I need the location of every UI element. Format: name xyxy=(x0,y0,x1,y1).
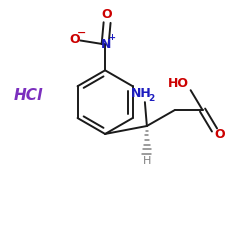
Text: NH: NH xyxy=(130,87,151,100)
Text: HO: HO xyxy=(168,77,189,90)
Text: HCl: HCl xyxy=(14,88,43,103)
Text: 2: 2 xyxy=(149,94,155,103)
Text: H: H xyxy=(143,156,151,166)
Text: O: O xyxy=(69,33,80,46)
Text: O: O xyxy=(102,8,113,21)
Text: +: + xyxy=(108,33,116,42)
Text: −: − xyxy=(76,28,86,38)
Text: O: O xyxy=(214,128,225,141)
Text: N: N xyxy=(101,38,111,51)
